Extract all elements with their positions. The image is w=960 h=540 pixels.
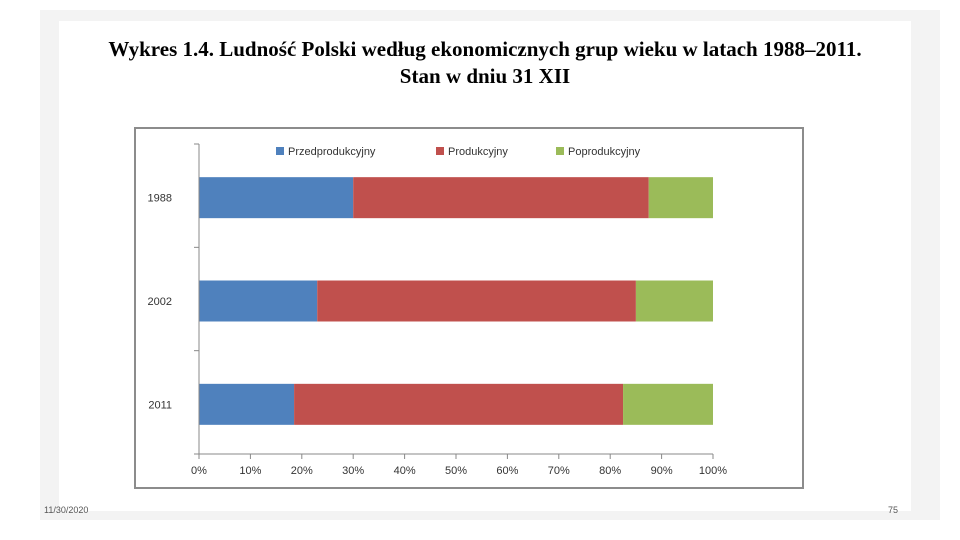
stacked-bar-chart: Przedprodukcyjny Produkcyjny Poprodukcyjny… — [148, 143, 727, 477]
x-tick-label: 30% — [342, 465, 364, 477]
legend-label-poprodukcyjny: Poprodukcyjny — [568, 146, 641, 158]
legend-swatch-przedprodukcyjny — [276, 147, 284, 155]
bar-2011-produkcyjny — [294, 383, 624, 425]
legend-swatch-poprodukcyjny — [556, 147, 564, 155]
x-tick-label: 50% — [445, 465, 467, 477]
category-label-2002: 2002 — [148, 296, 172, 308]
bar-2011-przedprodukcyjny — [199, 383, 295, 425]
x-tick-label: 0% — [191, 465, 207, 477]
bar-2002-produkcyjny — [317, 280, 636, 322]
x-tick-label: 40% — [394, 465, 416, 477]
legend-label-przedprodukcyjny: Przedprodukcyjny — [288, 146, 376, 158]
bar-1988-produkcyjny — [353, 177, 649, 219]
slide-page-number: 75 — [888, 505, 899, 515]
bar-2002-poprodukcyjny — [635, 280, 713, 322]
bar-1988-przedprodukcyjny — [199, 177, 354, 219]
x-tick-label: 80% — [599, 465, 621, 477]
x-tick-label: 10% — [239, 465, 261, 477]
bars — [199, 177, 713, 425]
chart-title-line-1: Wykres 1.4. Ludność Polski według ekonom… — [108, 37, 862, 61]
slide-date: 11/30/2020 — [44, 505, 89, 515]
category-label-1988: 1988 — [148, 193, 172, 205]
x-tick-label: 100% — [699, 465, 727, 477]
chart-title-line-2: Stan w dniu 31 XII — [399, 64, 571, 88]
bar-2011-poprodukcyjny — [623, 383, 713, 425]
x-tick-label: 20% — [291, 465, 313, 477]
axes: 1988 2002 2011 0% 10% 20% 30% 40% 50% 60% 70% 80% 90… — [148, 143, 727, 477]
legend-swatch-produkcyjny — [436, 147, 444, 155]
x-tick-label: 70% — [548, 465, 570, 477]
x-tick-label: 90% — [651, 465, 673, 477]
legend: Przedprodukcyjny Produkcyjny Poprodukcyjny — [276, 146, 641, 158]
x-tick-label: 60% — [496, 465, 518, 477]
bar-2002-przedprodukcyjny — [199, 280, 318, 322]
chart-frame: Przedprodukcyjny Produkcyjny Poprodukcyjny… — [134, 127, 804, 489]
bar-1988-poprodukcyjny — [648, 177, 713, 219]
legend-label-produkcyjny: Produkcyjny — [448, 146, 508, 158]
category-label-2011: 2011 — [148, 399, 172, 411]
chart-title: Wykres 1.4. Ludność Polski według ekonom… — [59, 36, 911, 90]
